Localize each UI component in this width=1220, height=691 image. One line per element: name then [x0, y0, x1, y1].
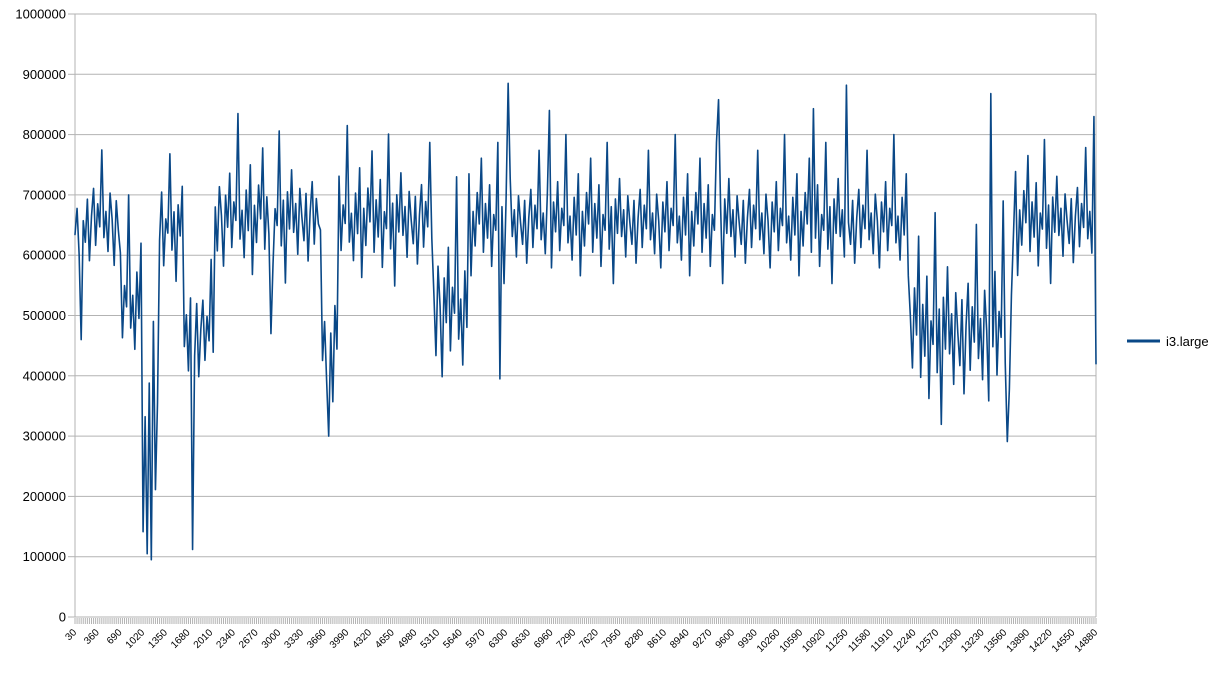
svg-text:8940: 8940: [668, 627, 692, 651]
svg-text:400000: 400000: [23, 368, 66, 383]
svg-text:3000: 3000: [260, 627, 284, 651]
svg-text:4980: 4980: [396, 627, 420, 651]
svg-text:6300: 6300: [487, 627, 511, 651]
svg-text:12900: 12900: [937, 627, 965, 655]
svg-text:6630: 6630: [509, 627, 533, 651]
y-axis-labels: 0 100000 200000 300000 400000 500000 600000 700…: [15, 7, 66, 625]
svg-text:30: 30: [63, 627, 79, 643]
svg-text:3330: 3330: [282, 627, 306, 651]
y-axis-ticks: [68, 13, 75, 618]
svg-text:11580: 11580: [846, 627, 873, 654]
svg-text:4320: 4320: [351, 627, 375, 651]
svg-text:900000: 900000: [23, 67, 66, 82]
svg-text:1680: 1680: [169, 627, 193, 651]
svg-text:10920: 10920: [800, 627, 828, 655]
svg-text:7620: 7620: [577, 627, 601, 651]
svg-text:6960: 6960: [532, 627, 556, 651]
svg-text:5970: 5970: [464, 627, 488, 651]
svg-text:14550: 14550: [1050, 627, 1078, 655]
svg-text:360: 360: [82, 627, 102, 647]
svg-text:0: 0: [59, 610, 66, 625]
svg-text:10260: 10260: [755, 627, 783, 655]
svg-text:600000: 600000: [23, 248, 66, 263]
svg-text:7290: 7290: [555, 627, 579, 651]
svg-text:700000: 700000: [23, 187, 66, 202]
svg-text:12570: 12570: [914, 627, 942, 655]
svg-text:12240: 12240: [891, 627, 919, 655]
svg-text:1350: 1350: [146, 627, 170, 651]
x-axis-labels: 30 360 690 1020 1350 1680 2010 2340 2670 3000 3330…: [63, 627, 1100, 655]
svg-text:2340: 2340: [214, 627, 238, 651]
svg-text:8610: 8610: [646, 627, 670, 651]
svg-text:13560: 13560: [982, 627, 1010, 655]
gridlines: [75, 13, 1096, 558]
svg-text:100000: 100000: [23, 549, 66, 564]
svg-text:1020: 1020: [124, 627, 148, 651]
svg-text:300000: 300000: [23, 429, 66, 444]
svg-text:13230: 13230: [959, 627, 987, 655]
svg-text:690: 690: [105, 627, 125, 647]
svg-text:800000: 800000: [23, 127, 66, 142]
svg-text:5310: 5310: [419, 627, 443, 651]
series-line-i3large: [74, 82, 1097, 561]
svg-text:4650: 4650: [373, 627, 397, 651]
svg-text:11250: 11250: [824, 627, 851, 654]
svg-text:11910: 11910: [869, 627, 896, 654]
legend: i3.large: [1127, 334, 1209, 349]
svg-text:2670: 2670: [237, 627, 261, 651]
svg-text:14220: 14220: [1027, 627, 1055, 655]
svg-text:200000: 200000: [23, 489, 66, 504]
svg-text:13890: 13890: [1005, 627, 1033, 655]
svg-text:3660: 3660: [305, 627, 329, 651]
x-axis-tick-band: [74, 618, 1097, 624]
svg-text:5640: 5640: [441, 627, 465, 651]
svg-text:9270: 9270: [691, 627, 715, 651]
svg-text:7950: 7950: [600, 627, 624, 651]
svg-text:9600: 9600: [714, 627, 738, 651]
svg-text:8280: 8280: [623, 627, 647, 651]
legend-label: i3.large: [1166, 334, 1209, 349]
svg-text:2010: 2010: [192, 627, 216, 651]
svg-text:1000000: 1000000: [15, 7, 66, 22]
svg-text:500000: 500000: [23, 308, 66, 323]
svg-text:14880: 14880: [1073, 627, 1101, 655]
svg-text:10590: 10590: [778, 627, 806, 655]
svg-text:3990: 3990: [328, 627, 352, 651]
